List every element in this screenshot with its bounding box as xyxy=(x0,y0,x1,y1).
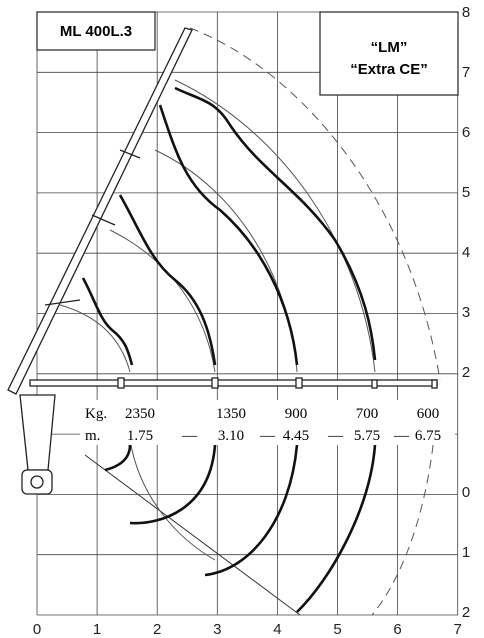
variant-box xyxy=(319,11,459,96)
boom-joint xyxy=(371,379,378,389)
reach-value: 1.75 xyxy=(127,428,153,444)
reach-value: 4.45 xyxy=(283,428,309,444)
y-axis-label: 0 xyxy=(462,484,470,501)
y-axis-label: 6 xyxy=(462,124,470,141)
y-axis-label: 3 xyxy=(462,304,470,321)
load-curve xyxy=(204,444,299,577)
reach-value: 5.75 xyxy=(354,428,380,444)
reach-arc xyxy=(109,229,216,373)
axis-labels: 0 1 2 3 4 5 6 7 8 7 6 5 4 3 2 0 1 2 xyxy=(33,4,470,638)
load-table: Kg. m. 2350 1350 900 700 600 1.75 3.10 — 4.45 — 5.75… xyxy=(85,406,441,444)
y-axis-label: 5 xyxy=(462,184,470,201)
reach-value: 6.75 xyxy=(415,428,441,444)
load-value: 1350 xyxy=(216,406,246,422)
variant-line: “Extra CE” xyxy=(350,61,428,78)
load-value: 2350 xyxy=(125,406,155,422)
model: ML 400L.3 xyxy=(60,23,132,40)
y-axis-label: 7 xyxy=(462,64,470,81)
outer-arc xyxy=(189,27,441,381)
boom-section xyxy=(44,299,81,306)
separator: — xyxy=(181,428,198,444)
y-axis-label: 2 xyxy=(462,604,470,621)
x-axis-label: 5 xyxy=(333,621,341,638)
x-axis-label: 2 xyxy=(153,621,161,638)
load-value: 700 xyxy=(356,406,379,422)
x-axis-label: 0 xyxy=(33,621,41,638)
separator: — xyxy=(327,428,344,444)
load-value: 600 xyxy=(417,406,440,422)
separator: — xyxy=(259,428,276,444)
x-axis-label: 1 xyxy=(93,621,101,638)
crane xyxy=(7,27,438,495)
reach-value: 3.10 xyxy=(218,428,244,444)
variant-line: “LM” xyxy=(371,39,408,56)
load-table-bg xyxy=(80,400,455,445)
boom xyxy=(7,27,193,395)
x-axis-label: 3 xyxy=(213,621,221,638)
load-curve xyxy=(296,444,377,613)
boom-section xyxy=(91,214,116,226)
boom-joint xyxy=(117,377,125,389)
load-curve xyxy=(158,104,299,366)
reach-arc xyxy=(129,439,216,561)
x-axis-label: 7 xyxy=(454,621,462,638)
kg-label: Kg. xyxy=(85,406,107,422)
load-curve xyxy=(104,444,132,472)
reach-arc xyxy=(59,304,131,373)
x-axis-label: 6 xyxy=(393,621,401,638)
limit-line xyxy=(84,454,301,616)
boom-joint xyxy=(295,377,303,389)
boom-joint xyxy=(211,377,219,389)
y-axis-label: 8 xyxy=(462,4,470,21)
y-axis-label: 2 xyxy=(462,364,470,381)
m-label: m. xyxy=(85,428,100,444)
base-pivot xyxy=(30,475,44,489)
load-curve xyxy=(129,444,217,525)
y-axis-label: 1 xyxy=(462,544,470,561)
y-axis-label: 4 xyxy=(462,244,470,261)
model-box xyxy=(36,11,156,51)
separator: — xyxy=(393,428,410,444)
boom-section xyxy=(119,149,141,159)
boom-joint xyxy=(431,379,438,389)
load-curve xyxy=(118,194,217,366)
load-curve xyxy=(174,86,377,361)
load-curve xyxy=(81,277,134,366)
reach-arc xyxy=(174,79,376,373)
x-axis-label: 4 xyxy=(273,621,281,638)
load-value: 900 xyxy=(285,406,308,422)
